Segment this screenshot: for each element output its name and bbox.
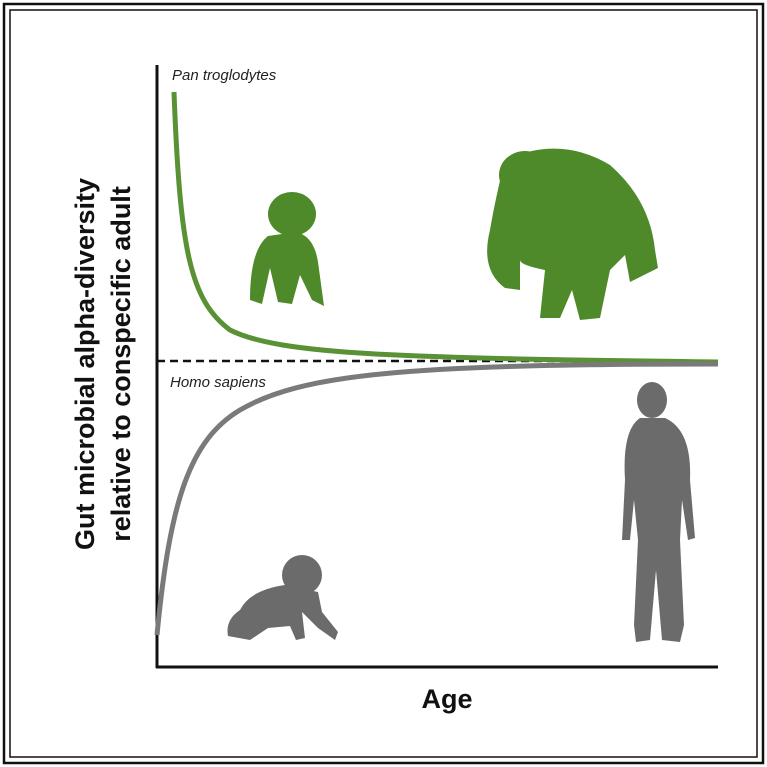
species-label: Pan troglodytes <box>172 67 277 84</box>
diagram: Pan troglodytes Homo sapiens Age Gut mic… <box>0 0 767 767</box>
chimp-juvenile <box>250 192 324 306</box>
species-label: Homo sapiens <box>170 374 266 391</box>
y-axis-label: relative to conspecific adult <box>106 186 136 542</box>
y-axis-label: Gut microbial alpha-diversity <box>70 178 100 550</box>
human-infant <box>228 555 339 640</box>
x-axis-label: Age <box>421 684 472 714</box>
human-adult <box>622 382 695 642</box>
chimp-adult <box>487 149 658 320</box>
